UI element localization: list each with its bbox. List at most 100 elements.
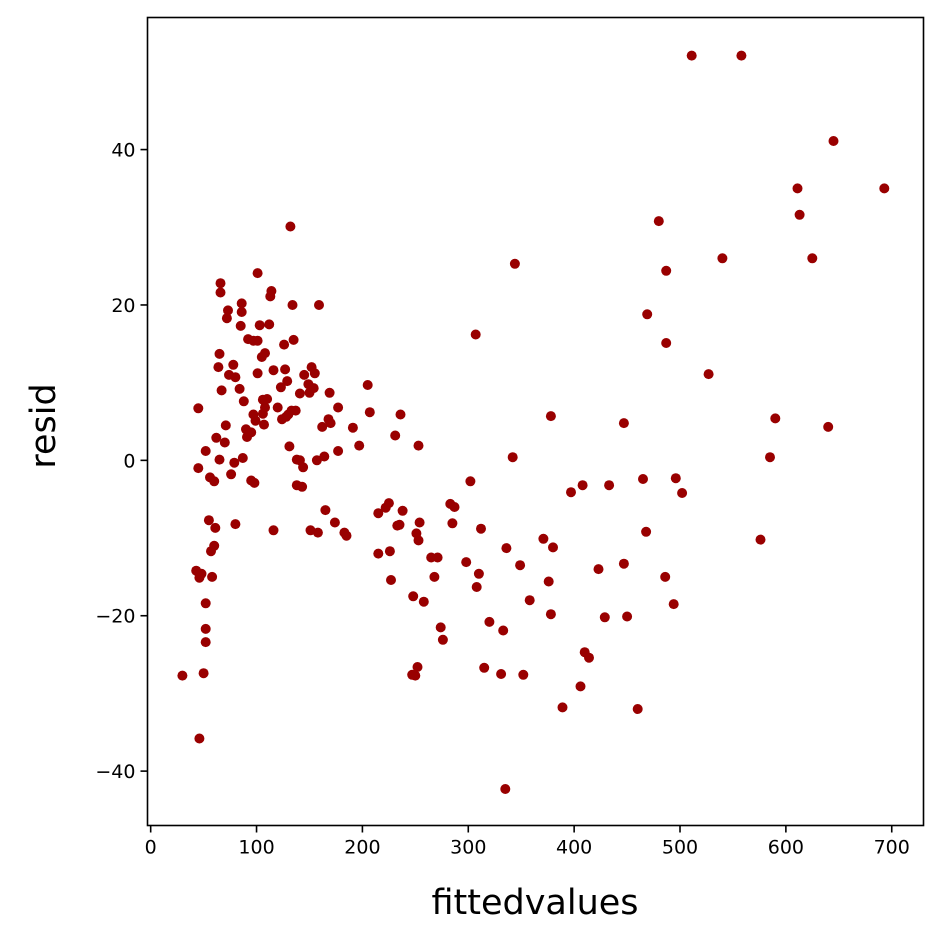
data-point [209, 476, 220, 487]
plot-frame [146, 16, 925, 827]
data-point [275, 382, 286, 393]
data-point [618, 418, 629, 429]
data-point [557, 702, 568, 713]
data-point [260, 402, 270, 413]
data-point [518, 669, 529, 680]
data-point [287, 300, 298, 310]
data-point [252, 268, 263, 279]
data-point [794, 209, 805, 220]
data-point [383, 498, 394, 509]
data-point [429, 571, 440, 582]
data-point [670, 473, 681, 484]
data-point [319, 451, 330, 462]
data-point [235, 320, 246, 331]
x-axis-label: fittedvalues [431, 883, 638, 923]
data-point [599, 612, 610, 623]
data-point [213, 362, 224, 373]
data-point [515, 560, 526, 571]
data-point [333, 446, 344, 456]
data-point [461, 557, 472, 568]
y-tick-label: 0 [123, 450, 135, 472]
data-point [234, 383, 245, 394]
data-point [254, 320, 265, 331]
data-point [622, 611, 633, 622]
data-point [312, 527, 323, 538]
data-point [437, 634, 448, 645]
data-point [397, 505, 408, 516]
data-point [736, 50, 747, 61]
data-point [221, 313, 232, 324]
data-point [252, 335, 263, 346]
x-tick-label: 300 [450, 837, 486, 859]
data-point [717, 253, 728, 264]
data-point [226, 469, 237, 480]
data-point [272, 402, 283, 413]
data-point [211, 432, 222, 443]
data-point [347, 422, 358, 433]
x-tick-label: 700 [874, 837, 910, 859]
data-point [653, 216, 664, 227]
data-point [290, 405, 301, 416]
data-point [200, 598, 211, 609]
data-point [282, 376, 293, 387]
data-point [237, 453, 248, 463]
data-point [200, 637, 211, 648]
data-point [228, 359, 239, 370]
data-point [249, 477, 260, 488]
data-point [498, 625, 509, 636]
data-point [575, 681, 586, 692]
data-point [230, 372, 241, 383]
data-point [288, 334, 299, 345]
data-point [264, 319, 275, 330]
data-point [297, 481, 308, 492]
y-axis: −40 −20 0 20 40 [95, 140, 148, 783]
data-point [823, 421, 834, 432]
data-point [755, 534, 766, 545]
data-point [677, 488, 688, 498]
data-point [879, 183, 890, 194]
data-point [268, 525, 279, 536]
data-point [686, 50, 697, 61]
data-point [250, 415, 261, 426]
data-point [285, 221, 296, 232]
data-point [214, 454, 225, 465]
data-point [364, 407, 375, 418]
data-point [308, 383, 319, 394]
data-point [354, 440, 365, 451]
data-point [262, 394, 273, 404]
data-point [618, 558, 629, 569]
data-point [642, 309, 653, 320]
data-point [193, 403, 204, 414]
data-point [501, 543, 512, 554]
data-point [765, 452, 775, 463]
data-point [236, 298, 247, 309]
data-point [362, 380, 373, 390]
data-point [414, 517, 425, 528]
data-point [479, 662, 490, 673]
data-point [373, 548, 384, 559]
data-point [661, 265, 672, 276]
data-point [384, 546, 395, 557]
data-point [432, 552, 443, 563]
data-point [484, 616, 495, 627]
data-point [770, 413, 781, 424]
data-point [284, 441, 295, 452]
data-point [604, 480, 615, 491]
points-layer [177, 50, 890, 794]
data-point [435, 622, 446, 633]
data-point [238, 396, 249, 407]
data-point [584, 652, 594, 663]
data-point [661, 338, 672, 348]
data-point [341, 530, 352, 541]
data-point [496, 669, 507, 679]
data-point [320, 505, 331, 516]
data-point [215, 278, 226, 289]
data-point [471, 582, 482, 592]
data-point [209, 540, 220, 551]
data-point [294, 388, 305, 399]
data-point [418, 596, 429, 607]
data-point [333, 402, 344, 413]
data-point [268, 365, 279, 376]
data-point [386, 575, 396, 585]
